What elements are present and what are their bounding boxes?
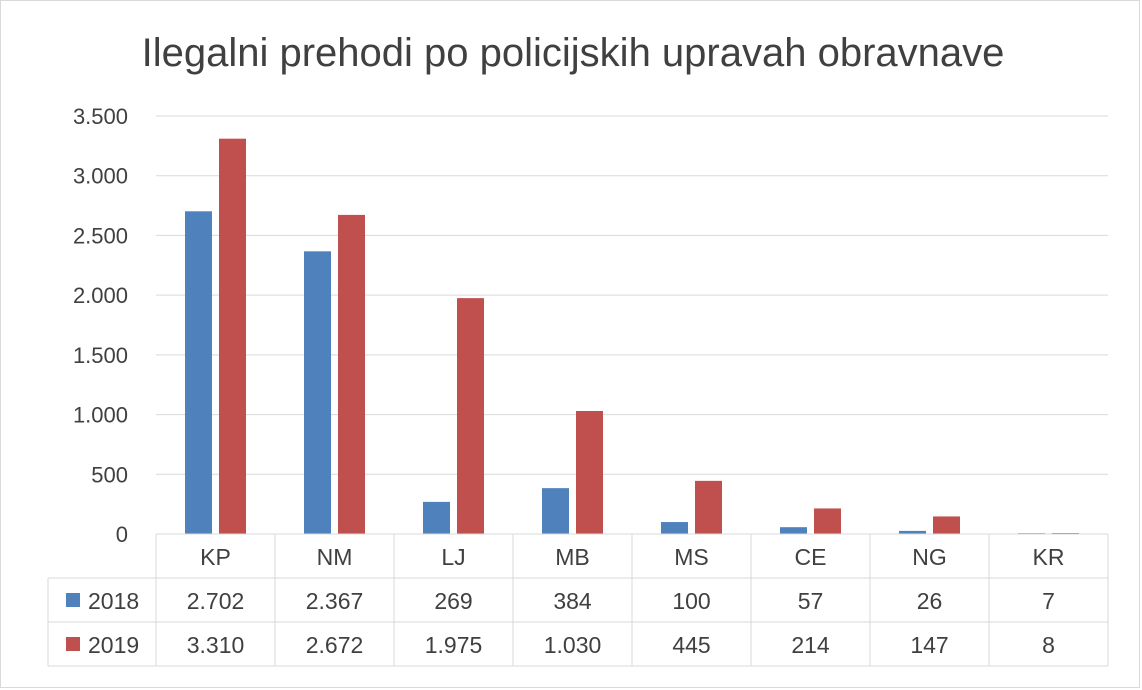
data-label-2019-kr: 8 [1042,632,1055,658]
legend-key-2018 [66,593,80,607]
data-label-2018-kp: 2.702 [187,588,245,614]
y-tick-label: 1.000 [73,403,128,428]
bar-2019-nm [338,214,365,535]
data-label-2019-lj: 1.975 [425,632,483,658]
bar-2018-nm [304,251,331,535]
x-tick-label: MB [555,544,590,570]
legend-label-2018: 2018 [88,588,139,614]
legend-key-2019 [66,637,80,651]
data-label-2019-nm: 2.672 [306,632,364,658]
bar-2019-lj [457,298,484,534]
data-label-2018-nm: 2.367 [306,588,364,614]
x-tick-label: KR [1033,544,1065,570]
x-tick-label: NM [317,544,353,570]
y-tick-label: 2.500 [73,223,128,248]
data-label-2018-ms: 100 [672,588,710,614]
bar-2019-ng [933,516,960,534]
y-tick-label: 500 [91,462,128,487]
x-tick-label: NG [912,544,947,570]
data-label-2019-kp: 3.310 [187,632,245,658]
data-label-2019-ce: 214 [791,632,830,658]
data-label-2018-ng: 26 [917,588,943,614]
y-tick-label: 1.500 [73,343,128,368]
bar-2018-ng [899,530,926,534]
y-tick-label: 3.500 [73,104,128,129]
data-label-2019-ms: 445 [672,632,710,658]
y-tick-label: 2.000 [73,283,128,308]
bar-2018-ce [780,527,807,534]
bar-2019-ms [695,480,722,534]
bar-2018-kp [185,211,212,534]
data-label-2018-kr: 7 [1042,588,1055,614]
x-tick-label: KP [200,544,231,570]
x-tick-label: MS [674,544,709,570]
chart-title: Ilegalni prehodi po policijskih upravah … [142,31,1005,75]
legend-label-2019: 2019 [88,632,139,658]
data-label-2019-ng: 147 [910,632,948,658]
bar-2018-mb [542,488,569,534]
data-label-2018-lj: 269 [434,588,472,614]
data-label-2019-mb: 1.030 [544,632,602,658]
bar-2019-ce [814,508,841,534]
y-tick-label: 0 [116,522,128,547]
y-tick-label: 3.000 [73,164,128,189]
bar-2019-kp [219,138,246,535]
data-label-2018-ce: 57 [798,588,824,614]
bar-2018-lj [423,501,450,534]
data-label-2018-mb: 384 [553,588,592,614]
bar-2019-mb [576,410,603,534]
x-tick-label: LJ [441,544,465,570]
bar-2018-ms [661,522,688,534]
x-tick-label: CE [795,544,827,570]
